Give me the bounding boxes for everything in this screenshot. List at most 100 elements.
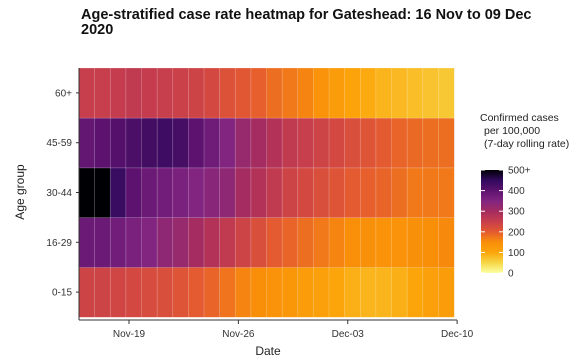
heatmap-cell (94, 217, 111, 268)
heatmap-cell (188, 67, 205, 119)
heatmap-cell (219, 67, 236, 119)
heatmap-cell (313, 67, 330, 119)
heatmap-cell (141, 266, 158, 318)
heatmap-cell (250, 217, 268, 268)
legend-tick-label: 200 (508, 227, 525, 238)
heatmap-cell (422, 67, 439, 119)
heatmap-cell (359, 266, 377, 318)
heatmap-cell (94, 117, 111, 169)
y-ticks: 0-15 16-29 30-44 45-59 60+ (46, 88, 79, 299)
heatmap-cell (422, 217, 439, 268)
heatmap-cell (328, 67, 346, 119)
heatmap-cell (391, 67, 408, 119)
heatmap-cell (172, 117, 189, 169)
heatmap-cell (188, 117, 205, 169)
legend-tick-label: 100 (508, 248, 525, 259)
heatmap-cell (188, 266, 205, 318)
x-tick-label: Nov-19 (113, 329, 146, 340)
heatmap-cell (344, 217, 361, 268)
heatmap-cell (344, 117, 361, 169)
heatmap-cell (266, 117, 283, 169)
heatmap-cell (219, 217, 236, 268)
heatmap-cell (375, 266, 393, 318)
heatmap-cell (266, 266, 283, 318)
heatmap-cell (78, 167, 96, 219)
heatmap-cell (156, 266, 174, 318)
x-tick-label: Nov-26 (222, 329, 255, 340)
heatmap-cell (234, 217, 252, 268)
heatmap-cell (313, 117, 330, 169)
heatmap-cell (94, 266, 111, 318)
heatmap-cell (375, 117, 393, 169)
y-tick-label: 30-44 (46, 188, 72, 199)
heatmap-cell (313, 217, 330, 268)
heatmap-cell (297, 67, 314, 119)
heatmap-cell (78, 266, 96, 318)
heatmap-cell (109, 67, 127, 119)
heatmap-cell (109, 266, 127, 318)
heatmap-cell (234, 266, 252, 318)
legend-tick-label: 500+ (508, 166, 531, 177)
heatmap-cell (328, 217, 346, 268)
heatmap-cell (94, 67, 111, 119)
heatmap-cell (406, 117, 424, 169)
heatmap-cells (78, 67, 455, 318)
heatmap-cell (422, 117, 439, 169)
y-tick-label: 16-29 (46, 238, 72, 249)
heatmap-cell (141, 217, 158, 268)
heatmap-cell (141, 167, 158, 219)
heatmap-cell (266, 67, 283, 119)
heatmap-cell (344, 167, 361, 219)
heatmap-cell (438, 217, 455, 268)
heatmap-cell (281, 167, 299, 219)
heatmap-cell (156, 167, 174, 219)
heatmap-cell (438, 117, 455, 169)
heatmap-cell (438, 67, 455, 119)
heatmap-cell (375, 67, 393, 119)
heatmap-cell (391, 217, 408, 268)
heatmap-cell (125, 117, 143, 169)
heatmap-cell (203, 266, 221, 318)
x-tick-label: Dec-03 (332, 329, 365, 340)
heatmap-cell (359, 167, 377, 219)
heatmap-cell (203, 117, 221, 169)
heatmap-cell (422, 167, 439, 219)
heatmap-cell (172, 167, 189, 219)
heatmap-cell (313, 167, 330, 219)
heatmap-cell (109, 217, 127, 268)
heatmap-cell (156, 117, 174, 169)
heatmap-cell (422, 266, 439, 318)
heatmap-cell (234, 67, 252, 119)
heatmap-cell (172, 217, 189, 268)
heatmap-cell (203, 67, 221, 119)
legend-tick-label: 400 (508, 186, 525, 197)
heatmap-cell (344, 67, 361, 119)
heatmap-cell (203, 217, 221, 268)
heatmap-cell (375, 167, 393, 219)
x-axis-label: Date (255, 344, 281, 358)
heatmap-cell (250, 167, 268, 219)
heatmap-cell (141, 117, 158, 169)
heatmap-cell (391, 167, 408, 219)
heatmap-cell (234, 167, 252, 219)
heatmap-cell (156, 217, 174, 268)
y-tick-label: 60+ (55, 88, 72, 99)
heatmap-cell (391, 117, 408, 169)
heatmap-cell (250, 117, 268, 169)
heatmap-cell (281, 217, 299, 268)
heatmap-cell (344, 266, 361, 318)
heatmap-cell (94, 167, 111, 219)
heatmap-cell (109, 117, 127, 169)
heatmap-cell (406, 167, 424, 219)
heatmap-cell (250, 266, 268, 318)
heatmap-cell (125, 167, 143, 219)
heatmap-cell (297, 167, 314, 219)
heatmap-cell (406, 266, 424, 318)
color-legend: Confirmed cases per 100,000 (7-day rolling… (480, 112, 569, 280)
heatmap-cell (234, 117, 252, 169)
heatmap-cell (359, 117, 377, 169)
chart-title: Age-stratified case rate heatmap for Gat… (81, 7, 532, 38)
heatmap-cell (125, 217, 143, 268)
heatmap-cell (78, 217, 96, 268)
